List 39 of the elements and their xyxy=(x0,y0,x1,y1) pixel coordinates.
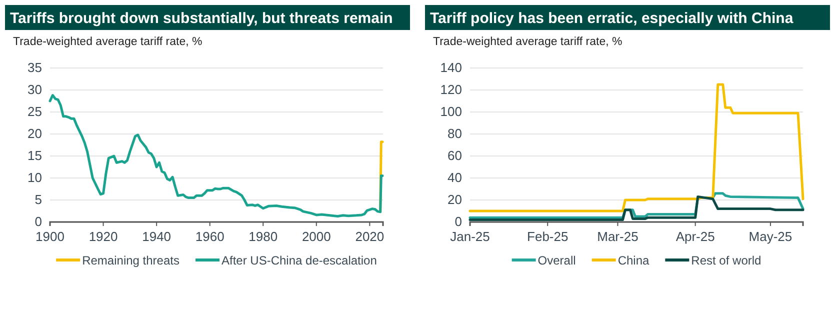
y-tick-label: 10 xyxy=(28,170,42,186)
x-tick-label: Apr-25 xyxy=(676,229,715,244)
x-tick-label: 1980 xyxy=(248,229,278,244)
line-series xyxy=(48,94,384,218)
legend-label: After US-China de-escalation xyxy=(221,254,377,268)
y-tick-label: 5 xyxy=(34,192,42,208)
y-tick-label: 100 xyxy=(440,104,462,120)
legend-label: China xyxy=(618,254,650,268)
y-tick-label: 60 xyxy=(448,148,462,164)
y-tick-label: 0 xyxy=(34,214,42,230)
x-tick-label: Feb-25 xyxy=(527,229,568,244)
y-tick-label: 80 xyxy=(448,126,462,142)
x-tick-label: Mar-25 xyxy=(597,229,638,244)
y-tick-label: 140 xyxy=(440,60,462,76)
y-axis-title: Trade-weighted average tariff rate, % xyxy=(13,36,202,48)
y-tick-label: 40 xyxy=(448,170,462,186)
x-tick-label: Jan-25 xyxy=(450,229,490,244)
y-tick-label: 35 xyxy=(28,60,42,76)
legend-label: Remaining threats xyxy=(82,254,180,268)
x-tick-label: 1940 xyxy=(142,229,172,244)
y-tick-label: 15 xyxy=(28,148,42,164)
x-tick-label: 2000 xyxy=(302,229,331,244)
chart-title: Tariff policy has been erratic, especially with China xyxy=(430,10,794,27)
x-tick-label: 2020 xyxy=(355,229,384,244)
x-tick-label: 1920 xyxy=(88,229,118,244)
y-tick-label: 120 xyxy=(440,82,462,98)
y-tick-label: 0 xyxy=(454,214,462,230)
x-tick-label: 1960 xyxy=(195,229,224,244)
y-tick-label: 20 xyxy=(28,126,42,142)
legend-label: Overall xyxy=(538,254,576,268)
legend-label: Rest of world xyxy=(691,254,762,268)
y-axis-title: Trade-weighted average tariff rate, % xyxy=(433,36,622,48)
x-tick-label: May-25 xyxy=(748,229,792,244)
y-tick-label: 25 xyxy=(28,104,42,120)
y-tick-label: 20 xyxy=(448,192,462,208)
x-tick-label: 1900 xyxy=(36,229,64,244)
line-series xyxy=(468,83,804,212)
chart-title: Tariffs brought down substantially, but threats remain xyxy=(10,10,393,27)
y-tick-label: 30 xyxy=(28,82,42,98)
